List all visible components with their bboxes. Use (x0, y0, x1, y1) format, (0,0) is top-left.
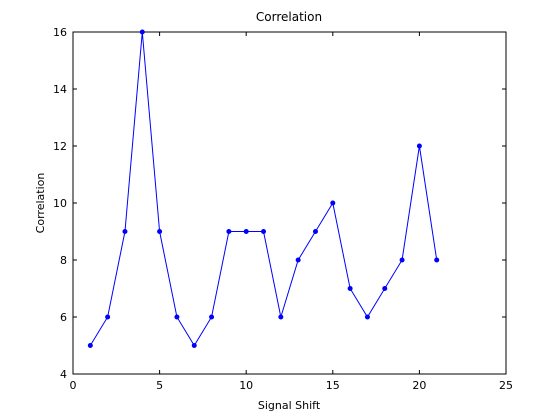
y-tick-label: 16 (53, 26, 67, 39)
plot-area: 0 5 10 15 20 25 4 6 8 10 12 14 16 (53, 26, 513, 392)
x-tick-label: 0 (70, 379, 77, 392)
y-tick-label: 8 (60, 254, 67, 267)
x-axis-label: Signal Shift (258, 399, 321, 412)
y-tick-label: 6 (60, 311, 67, 324)
data-point (122, 229, 128, 234)
data-point (278, 314, 284, 320)
data-point (330, 200, 336, 206)
data-point (261, 229, 267, 234)
x-tick-label: 15 (326, 379, 340, 392)
x-tick-label: 25 (499, 379, 513, 392)
data-point (139, 29, 145, 35)
y-tick-label: 4 (60, 368, 67, 381)
y-tick-label: 10 (53, 197, 67, 210)
data-point (399, 257, 405, 263)
data-point (191, 343, 197, 348)
axes-box (72, 31, 507, 375)
data-point (347, 286, 353, 291)
data-point (87, 343, 93, 348)
x-tick-label: 10 (239, 379, 253, 392)
data-point (243, 229, 249, 234)
data-point (295, 257, 301, 263)
data-point (434, 257, 440, 263)
data-point (174, 314, 180, 320)
chart-title: Correlation (256, 10, 322, 24)
data-point (312, 229, 318, 234)
data-point (382, 286, 388, 291)
data-point (209, 314, 215, 320)
data-point (226, 229, 232, 234)
x-tick-label: 5 (156, 379, 163, 392)
y-axis-label: Correlation (34, 173, 47, 234)
data-point (105, 314, 111, 320)
data-point (157, 229, 163, 234)
x-tick-label: 20 (412, 379, 426, 392)
y-tick-label: 12 (53, 140, 67, 153)
y-tick-label: 14 (53, 83, 67, 96)
data-point (416, 143, 422, 149)
data-point (364, 314, 370, 320)
